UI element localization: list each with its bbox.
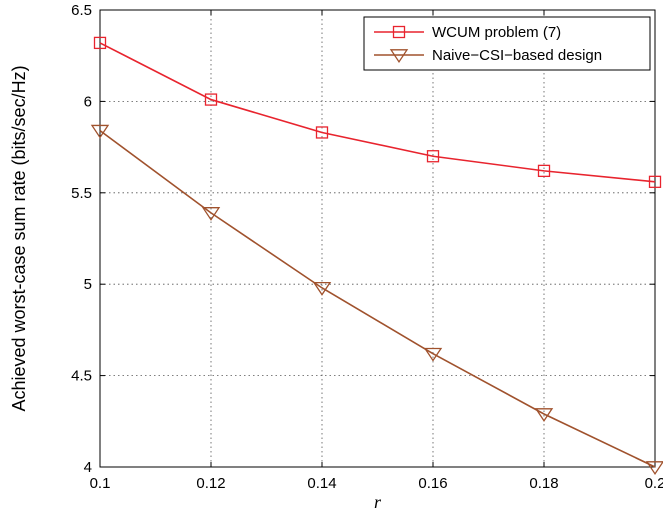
legend-marker	[389, 49, 409, 63]
y-tick-label: 4.5	[71, 368, 92, 385]
x-axis-label: r	[374, 492, 382, 512]
legend-label: Naive−CSI−based design	[432, 47, 602, 64]
y-tick-label: 4	[84, 459, 92, 476]
x-tick-label: 0.2	[645, 475, 663, 492]
data-point-marker	[204, 93, 218, 106]
y-tick-label: 5.5	[71, 185, 92, 202]
x-tick-label: 0.14	[307, 475, 336, 492]
axis-ticks: 0.1 0.12 0.14 0.16 0.18 0.2 4 4.5 5 5.5 6 6.5	[71, 2, 663, 492]
series-line	[99, 130, 656, 468]
legend-box	[363, 16, 651, 71]
y-tick-label: 6.5	[71, 2, 92, 19]
legend: WCUM problem (7) Naive−CSI−based design	[363, 16, 651, 71]
series-1	[93, 36, 662, 188]
y-tick-label: 6	[84, 93, 92, 110]
y-tick-label: 5	[84, 276, 92, 293]
data-point-marker	[90, 124, 110, 139]
series-line	[99, 42, 656, 183]
data-point-marker	[645, 461, 663, 475]
legend-entry: WCUM problem (7)	[374, 24, 561, 41]
data-point-marker	[648, 175, 662, 188]
legend-label: WCUM problem (7)	[432, 24, 561, 41]
data-series	[90, 36, 663, 475]
data-point-marker	[426, 150, 440, 163]
plot-area-frame	[99, 9, 656, 468]
data-point-marker	[534, 408, 554, 422]
x-tick-label: 0.18	[529, 475, 558, 492]
data-point-marker	[201, 207, 221, 221]
legend-marker	[392, 25, 406, 39]
data-point-marker	[315, 126, 329, 139]
x-tick-label: 0.16	[418, 475, 447, 492]
data-point-marker	[312, 282, 332, 296]
series-2	[90, 124, 663, 475]
data-point-marker	[537, 164, 551, 178]
data-point-marker	[93, 36, 107, 50]
data-point-marker	[423, 347, 443, 362]
y-axis-label: Achieved worst-case sum rate (bits/sec/H…	[9, 65, 29, 411]
x-tick-label: 0.12	[196, 475, 225, 492]
x-tick-label: 0.1	[90, 475, 111, 492]
legend-entries: WCUM problem (7) Naive−CSI−based design	[374, 24, 602, 64]
legend-entry: Naive−CSI−based design	[374, 47, 602, 64]
